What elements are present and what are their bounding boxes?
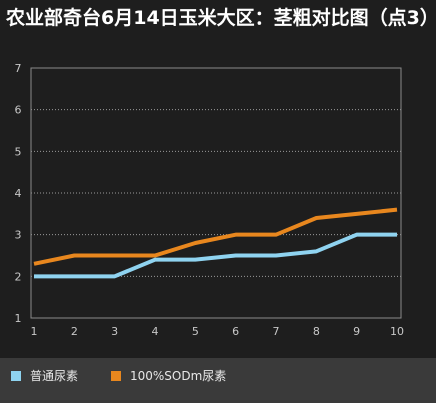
- x-tick-label: 2: [71, 325, 78, 338]
- x-axis-ticks: 1 2 3 4 5 6 7 8 9 10: [31, 325, 405, 338]
- plot-frame: [30, 67, 402, 319]
- x-tick-label: 4: [152, 325, 159, 338]
- y-tick-label: 6: [15, 104, 22, 117]
- series-line-1: [34, 232, 397, 279]
- legend-swatch-series-1: [11, 370, 21, 381]
- y-tick-label: 7: [15, 62, 22, 75]
- gridlines: [31, 109, 401, 277]
- legend: 普通尿素 100%SODm尿素: [0, 358, 436, 403]
- x-tick-label: 5: [192, 325, 199, 338]
- series-lines: [33, 207, 398, 279]
- y-tick-label: 1: [15, 312, 22, 325]
- y-tick-label: 4: [15, 187, 22, 200]
- x-tick-label: 10: [390, 325, 404, 338]
- y-tick-label: 2: [15, 270, 22, 283]
- series-line-2: [33, 207, 398, 266]
- legend-item-series-1: 普通尿素: [11, 367, 78, 384]
- x-tick-label: 8: [313, 325, 320, 338]
- x-tick-label: 6: [232, 325, 239, 338]
- y-axis-ticks: 1 2 3 4 5 6 7: [15, 62, 22, 325]
- x-tick-label: 1: [31, 325, 38, 338]
- legend-item-series-2: 100%SODm尿素: [111, 367, 226, 384]
- y-tick-label: 3: [15, 229, 22, 242]
- x-tick-label: 9: [353, 325, 360, 338]
- legend-label-series-1: 普通尿素: [30, 369, 79, 383]
- chart-title: 农业部奇台6月14日玉米大区：茎粗对比图（点3）: [6, 7, 436, 29]
- legend-swatch-series-2: [111, 370, 121, 381]
- x-tick-label: 3: [111, 325, 118, 338]
- y-tick-label: 5: [15, 145, 22, 158]
- x-tick-label: 7: [273, 325, 280, 338]
- line-chart: 1 2 3 4 5 6 7 1 2 3 4 5 6 7 8 9 10: [15, 62, 405, 338]
- legend-label-series-2: 100%SODm尿素: [130, 369, 227, 383]
